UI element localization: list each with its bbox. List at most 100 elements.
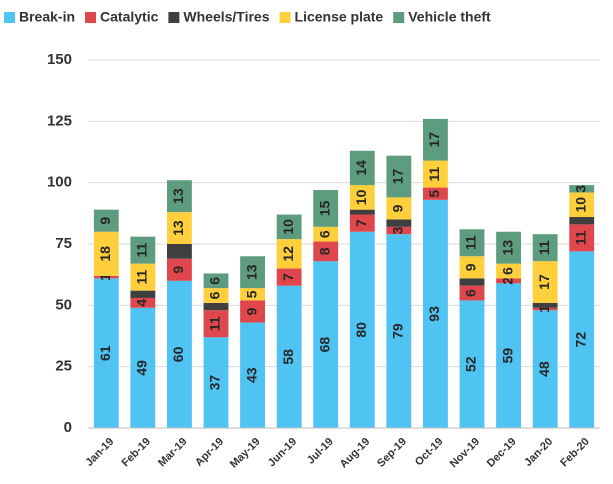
- value-label: 11: [134, 270, 150, 285]
- value-label: 1: [97, 273, 113, 281]
- value-label: 13: [170, 220, 186, 236]
- value-label: 68: [316, 337, 332, 353]
- value-label: 11: [134, 243, 150, 258]
- legend-label: Break-in: [19, 9, 75, 25]
- bar-segment: [532, 261, 558, 303]
- bar-segment: [386, 155, 412, 198]
- bar-segment: [166, 258, 192, 281]
- legend-label: License plate: [295, 9, 384, 25]
- legend-swatch: [85, 12, 97, 23]
- x-tick-label: Apr-19: [193, 436, 226, 469]
- value-label: 15: [316, 200, 332, 216]
- bar-segment: [166, 280, 192, 428]
- value-label: 9: [243, 307, 259, 315]
- bar-segment: [93, 209, 119, 232]
- bar-segment: [240, 300, 266, 323]
- x-tick-label: Sep-19: [375, 436, 409, 470]
- bar-segment: [569, 224, 595, 252]
- bar-segment: [240, 322, 266, 428]
- bar-segment: [422, 199, 448, 428]
- bar-segment: [532, 234, 558, 262]
- bar-segment: [313, 190, 339, 227]
- bar-segment: [276, 285, 302, 428]
- y-tick-label: 75: [55, 235, 72, 252]
- value-label: 17: [390, 169, 406, 185]
- value-label: 6: [463, 289, 479, 297]
- y-tick-label: 150: [47, 51, 72, 68]
- bar-segment: [496, 283, 522, 428]
- bar-segment: [203, 273, 229, 289]
- x-tick-label: Nov-19: [448, 436, 482, 470]
- value-label: 11: [207, 316, 223, 331]
- x-tick-label: May-19: [228, 436, 263, 471]
- bar-segment: [93, 275, 119, 279]
- value-label: 12: [280, 246, 296, 262]
- bar-segment: [422, 160, 448, 188]
- value-label: 10: [280, 219, 296, 235]
- value-label: 13: [243, 264, 259, 280]
- x-tick-label: Jan-20: [522, 436, 555, 469]
- bar-segment: [422, 118, 448, 161]
- value-label: 10: [353, 189, 369, 205]
- value-label: 79: [390, 323, 406, 339]
- bar-segment: [313, 241, 339, 262]
- bar-segment: [386, 219, 412, 227]
- bar-segment: [130, 263, 156, 291]
- value-label: 49: [134, 360, 150, 376]
- bar-segment: [532, 310, 558, 428]
- bar-segment: [276, 239, 302, 269]
- value-label: 80: [353, 322, 369, 338]
- x-tick-label: Mar-19: [156, 436, 190, 470]
- value-label: 6: [499, 267, 515, 275]
- legend-swatch: [168, 12, 180, 23]
- value-label: 8: [316, 247, 332, 255]
- value-label: 10: [572, 197, 588, 213]
- value-label: 48: [536, 361, 552, 377]
- bar-segment: [166, 244, 192, 259]
- bar-segment: [166, 212, 192, 244]
- x-tick-label: Aug-19: [338, 436, 373, 471]
- x-tick-label: Feb-20: [558, 436, 592, 470]
- value-label: 3: [572, 185, 588, 193]
- bar-segment: [569, 251, 595, 428]
- bar-segment: [459, 285, 485, 301]
- bar-segment: [203, 288, 229, 303]
- bar-segment: [569, 185, 595, 193]
- value-label: 7: [280, 273, 296, 281]
- x-tick-label: Jan-19: [83, 436, 116, 469]
- value-label: 9: [463, 263, 479, 271]
- value-label: 9: [97, 217, 113, 225]
- legend-swatch: [4, 12, 15, 23]
- bar-segment: [203, 337, 229, 428]
- bar-segment: [349, 209, 375, 215]
- value-label: 13: [499, 240, 515, 256]
- value-label: 5: [243, 290, 259, 298]
- y-tick-label: 100: [47, 174, 72, 191]
- bar-segment: [496, 278, 522, 284]
- y-tick-label: 125: [47, 112, 72, 129]
- value-label: 4: [134, 299, 150, 307]
- bar-segment: [349, 150, 375, 186]
- bar-segment: [349, 185, 375, 210]
- value-label: 37: [207, 375, 223, 391]
- value-label: 11: [426, 166, 442, 181]
- bar-segment: [276, 214, 302, 240]
- value-label: 7: [353, 219, 369, 227]
- value-label: 3: [390, 226, 406, 234]
- bar-segment: [386, 197, 412, 220]
- bar-segment: [386, 234, 412, 428]
- bar-segment: [496, 263, 522, 279]
- value-label: 11: [572, 230, 588, 245]
- bar-segment: [386, 226, 412, 235]
- bar-segment: [459, 278, 485, 286]
- value-label: 9: [170, 266, 186, 274]
- value-label: 6: [207, 277, 223, 285]
- value-label: 52: [463, 356, 479, 372]
- value-label: 93: [426, 306, 442, 322]
- bar-segment: [422, 187, 448, 200]
- bar-segment: [130, 236, 156, 264]
- x-tick-label: Feb-19: [119, 436, 153, 470]
- value-label: 17: [426, 132, 442, 148]
- x-tick-label: Jun-19: [266, 436, 300, 470]
- bar-segment: [459, 300, 485, 428]
